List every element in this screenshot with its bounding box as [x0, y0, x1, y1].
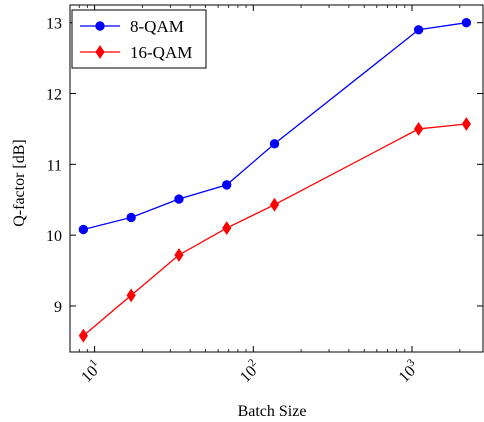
data-point-1 [174, 248, 184, 262]
data-point-1 [269, 197, 280, 212]
x-tick-label: 103 [394, 356, 424, 386]
legend-marker-1 [95, 45, 105, 59]
data-point-0 [78, 224, 89, 235]
y-tick-label: 10 [46, 228, 62, 245]
series-line-1 [82, 123, 467, 337]
y-axis-label: Q-factor [dB] [11, 139, 28, 227]
legend-label-1: 16-QAM [130, 43, 192, 62]
data-point-0 [126, 212, 136, 223]
data-point-1 [78, 328, 88, 343]
data-point-1 [413, 122, 424, 136]
data-point-0 [174, 194, 184, 204]
legend-label-0: 8-QAM [130, 17, 184, 36]
data-point-1 [461, 117, 471, 131]
plot-frame [69, 4, 484, 353]
data-point-1 [222, 221, 232, 235]
data-point-0 [269, 139, 280, 149]
legend-marker-0 [95, 21, 105, 31]
data-point-0 [461, 18, 472, 28]
x-tick-label: 101 [76, 357, 105, 386]
y-tick-label: 12 [46, 87, 62, 104]
x-tick-label: 102 [235, 357, 264, 386]
legend-box [71, 9, 207, 69]
data-point-0 [222, 180, 232, 190]
y-tick-label: 9 [54, 299, 62, 316]
plot-layer: 101 102 103 9 10 11 12 13 8-QAM 16-QAM [46, 4, 484, 386]
data-point-1 [126, 288, 136, 303]
y-tick-label: 13 [46, 16, 62, 33]
y-tick-label: 11 [47, 157, 62, 174]
x-axis-label: Batch Size [238, 403, 307, 420]
data-point-0 [413, 25, 424, 35]
